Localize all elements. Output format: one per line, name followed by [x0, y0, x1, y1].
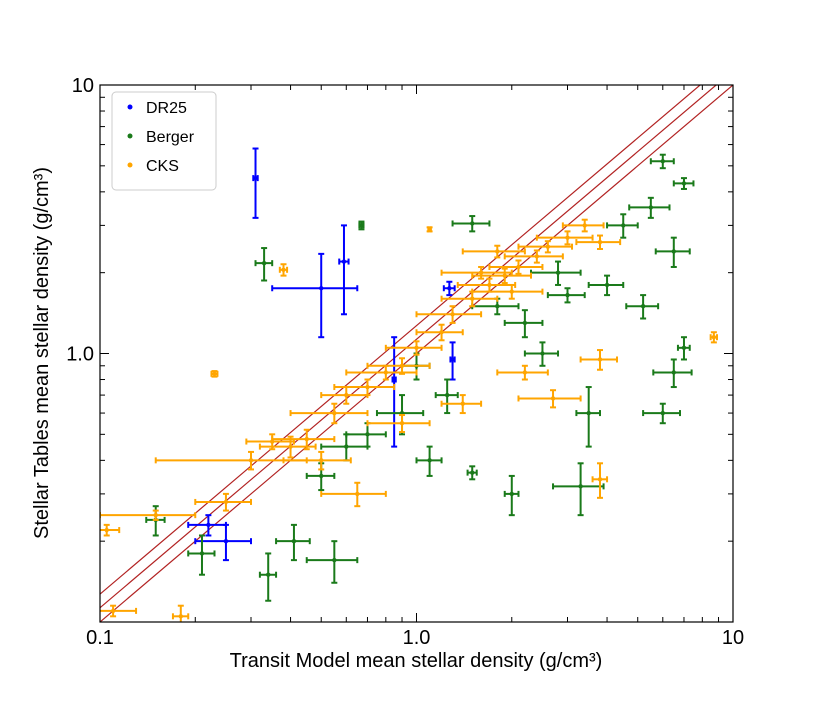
point	[206, 522, 211, 528]
point	[470, 470, 475, 475]
point	[582, 223, 587, 228]
point	[509, 491, 514, 497]
point	[110, 608, 116, 614]
y-tick-label: 1.0	[66, 344, 94, 366]
point	[261, 260, 267, 266]
point	[341, 259, 347, 264]
point	[355, 491, 360, 497]
point	[344, 392, 349, 398]
point	[365, 384, 370, 390]
point	[522, 320, 528, 326]
point	[212, 371, 217, 377]
point	[319, 473, 324, 479]
point	[444, 392, 450, 398]
x-axis-label: Transit Model mean stellar density (g/cm…	[230, 650, 603, 672]
plot-area	[100, 85, 733, 622]
point	[460, 401, 465, 406]
point	[621, 223, 626, 228]
point	[427, 227, 432, 232]
point	[291, 538, 297, 544]
reference-line	[100, 85, 702, 595]
legend-label: CKS	[146, 158, 179, 175]
point	[281, 267, 286, 272]
point	[359, 223, 364, 228]
point	[522, 370, 528, 375]
point	[199, 551, 205, 556]
legend-label: DR25	[146, 100, 187, 117]
point	[450, 357, 455, 362]
legend-marker	[127, 162, 133, 168]
point	[427, 458, 432, 463]
point	[332, 557, 337, 563]
point	[383, 370, 389, 375]
point	[269, 439, 275, 444]
point	[597, 477, 603, 482]
y-axis-label: Stellar Tables mean stellar density (g/c…	[31, 167, 53, 539]
point	[470, 296, 475, 301]
point	[545, 244, 551, 249]
point	[399, 421, 405, 426]
point	[304, 436, 309, 442]
legend-box	[111, 91, 217, 191]
point	[671, 370, 676, 375]
point	[495, 304, 500, 309]
point	[487, 282, 492, 288]
legend: DR25 Berger CKS	[111, 91, 217, 191]
point	[495, 249, 500, 254]
point	[414, 345, 419, 351]
x-tick-label: 1.0	[403, 627, 431, 649]
y-tick-label: 10	[72, 75, 94, 97]
legend-label: Berger	[146, 129, 195, 146]
point	[681, 181, 687, 186]
point	[288, 444, 293, 449]
point	[565, 292, 570, 298]
point	[365, 432, 370, 437]
point	[597, 357, 603, 362]
point	[319, 458, 324, 463]
point	[447, 286, 452, 291]
point	[391, 377, 397, 382]
point	[604, 282, 610, 288]
point	[648, 205, 654, 210]
x-tick-label: 10	[722, 627, 744, 649]
point	[223, 538, 229, 544]
point	[711, 335, 717, 340]
point	[586, 410, 591, 416]
point	[266, 572, 271, 577]
x-tick-label: 0.1	[86, 627, 114, 649]
point	[344, 444, 349, 449]
legend-marker	[127, 133, 133, 139]
point	[178, 614, 183, 619]
point	[450, 312, 455, 317]
point	[565, 235, 570, 240]
legend-marker	[127, 104, 133, 110]
point	[470, 221, 475, 226]
point	[534, 254, 540, 259]
point	[253, 175, 258, 181]
point	[660, 410, 665, 416]
point	[660, 159, 665, 164]
point	[597, 239, 603, 245]
point	[681, 345, 687, 351]
point	[439, 330, 444, 335]
point	[509, 289, 514, 294]
point	[502, 273, 507, 278]
point	[516, 264, 521, 270]
point	[640, 304, 646, 309]
point	[671, 249, 676, 254]
point	[104, 527, 109, 533]
point	[319, 286, 324, 291]
point	[332, 410, 337, 416]
point	[399, 363, 405, 368]
point	[540, 351, 545, 356]
point	[223, 499, 229, 505]
point	[478, 270, 484, 275]
reference-line	[100, 85, 718, 609]
point	[555, 270, 561, 275]
point	[578, 484, 583, 489]
point	[248, 458, 254, 463]
point	[153, 512, 158, 518]
point	[550, 396, 556, 401]
